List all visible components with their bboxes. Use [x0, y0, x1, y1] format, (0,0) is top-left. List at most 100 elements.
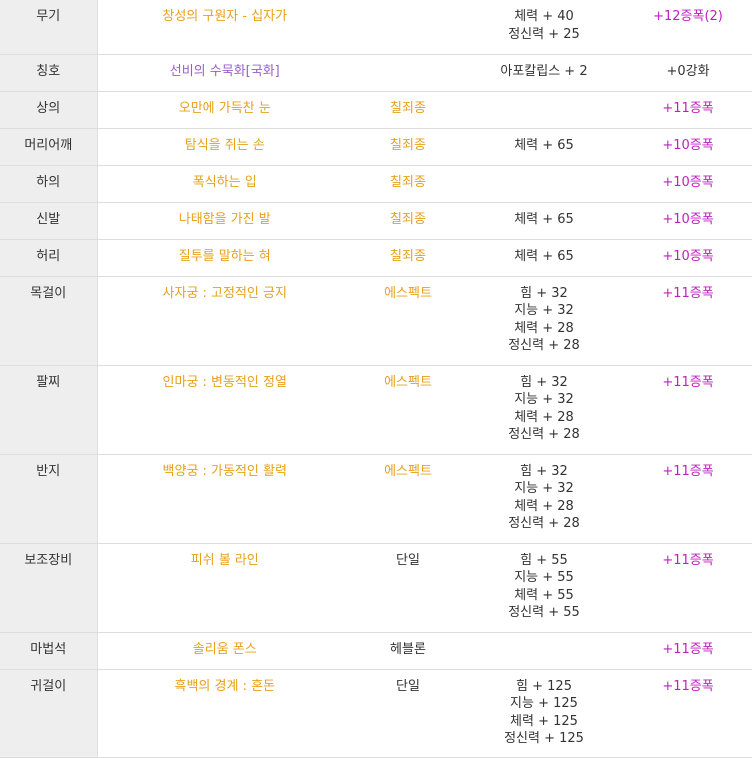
stat-line: 정신력 + 55	[508, 605, 580, 621]
stat-line: 정신력 + 28	[508, 427, 580, 443]
equipment-row: 칭호 선비의 수묵화[국화] 아포칼립스 + 2 +0강화	[0, 54, 752, 92]
item-name: 오만에 가득찬 눈	[97, 91, 352, 129]
item-set: 칠죄종	[352, 202, 464, 240]
item-name: 선비의 수묵화[국화]	[97, 54, 352, 92]
slot-label: 신발	[0, 202, 98, 240]
equipment-row: 신발 나태함을 가진 발 칠죄종 체력 + 65 +10증폭	[0, 202, 752, 240]
reinforce-level: +12증폭(2)	[624, 0, 752, 55]
item-stats: 힘 + 55 지능 + 55 체력 + 55 정신력 + 55	[464, 543, 624, 633]
slot-label: 하의	[0, 165, 98, 203]
item-set: 에스펙트	[352, 365, 464, 455]
stat-line: 힘 + 55	[520, 552, 568, 568]
stat-line: 지능 + 55	[514, 570, 574, 586]
item-set	[352, 0, 464, 55]
reinforce-level: +11증폭	[624, 454, 752, 544]
stat-line: 지능 + 32	[514, 481, 574, 497]
stat-line: 정신력 + 28	[508, 338, 580, 354]
stat-line: 지능 + 125	[510, 696, 578, 712]
stat-line: 정신력 + 125	[504, 731, 584, 747]
item-name: 백양궁 : 가동적인 활력	[97, 454, 352, 544]
equipment-row: 반지 백양궁 : 가동적인 활력 에스펙트 힘 + 32 지능 + 32 체력 + 28 정…	[0, 454, 752, 544]
slot-label: 무기	[0, 0, 98, 55]
item-stats: 힘 + 32 지능 + 32 체력 + 28 정신력 + 28	[464, 276, 624, 366]
reinforce-level: +10증폭	[624, 165, 752, 203]
item-name: 사자궁 : 고정적인 긍지	[97, 276, 352, 366]
reinforce-level: +11증폭	[624, 91, 752, 129]
reinforce-level: +10증폭	[624, 202, 752, 240]
item-stats	[464, 632, 624, 670]
item-set: 칠죄종	[352, 165, 464, 203]
stat-line: 힘 + 32	[520, 374, 568, 390]
slot-label: 칭호	[0, 54, 98, 92]
stat-line: 체력 + 65	[514, 137, 574, 153]
item-name: 피쉬 볼 라인	[97, 543, 352, 633]
stat-line: 체력 + 28	[514, 409, 574, 425]
item-stats: 체력 + 65	[464, 202, 624, 240]
item-set: 칠죄종	[352, 91, 464, 129]
equipment-row: 상의 오만에 가득찬 눈 칠죄종 +11증폭	[0, 91, 752, 129]
reinforce-level: +11증폭	[624, 632, 752, 670]
reinforce-level: +10증폭	[624, 128, 752, 166]
item-name: 탐식을 쥐는 손	[97, 128, 352, 166]
stat-line: 체력 + 40	[514, 9, 574, 24]
stat-line: 체력 + 55	[514, 587, 574, 603]
item-name: 인마궁 : 변동적인 정열	[97, 365, 352, 455]
stat-line: 아포칼립스 + 2	[500, 63, 588, 79]
item-set: 칠죄종	[352, 128, 464, 166]
equipment-row: 머리어깨 탐식을 쥐는 손 칠죄종 체력 + 65 +10증폭	[0, 128, 752, 166]
stat-line: 체력 + 125	[510, 713, 578, 729]
item-stats: 체력 + 40 정신력 + 25	[464, 0, 624, 55]
item-stats: 힘 + 32 지능 + 32 체력 + 28 정신력 + 28	[464, 454, 624, 544]
stat-line: 지능 + 32	[514, 392, 574, 408]
item-name: 창성의 구원자 - 십자가	[97, 0, 352, 55]
stat-line: 정신력 + 28	[508, 516, 580, 532]
equipment-row: 보조장비 피쉬 볼 라인 단일 힘 + 55 지능 + 55 체력 + 55 정신력 + 5…	[0, 543, 752, 633]
stat-line: 체력 + 28	[514, 498, 574, 514]
item-set	[352, 54, 464, 92]
item-set: 단일	[352, 543, 464, 633]
equipment-row: 팔찌 인마궁 : 변동적인 정열 에스펙트 힘 + 32 지능 + 32 체력 + 28 정…	[0, 365, 752, 455]
reinforce-level: +10증폭	[624, 239, 752, 277]
equipment-row: 하의 폭식하는 입 칠죄종 +10증폭	[0, 165, 752, 203]
stat-line: 체력 + 65	[514, 248, 574, 264]
slot-label: 허리	[0, 239, 98, 277]
item-set: 에스펙트	[352, 454, 464, 544]
stat-line: 힘 + 32	[520, 285, 568, 301]
item-stats	[464, 91, 624, 129]
item-name: 나태함을 가진 발	[97, 202, 352, 240]
slot-label: 귀걸이	[0, 669, 98, 758]
stat-line: 체력 + 65	[514, 211, 574, 227]
slot-label: 마법석	[0, 632, 98, 670]
item-stats	[464, 165, 624, 203]
reinforce-level: +11증폭	[624, 543, 752, 633]
item-set: 헤블론	[352, 632, 464, 670]
slot-label: 팔찌	[0, 365, 98, 455]
item-stats: 힘 + 125 지능 + 125 체력 + 125 정신력 + 125	[464, 669, 624, 758]
stat-line: 힘 + 32	[520, 463, 568, 479]
item-set: 칠죄종	[352, 239, 464, 277]
item-name: 흑백의 경계 : 혼돈	[97, 669, 352, 758]
item-set: 에스펙트	[352, 276, 464, 366]
item-set: 단일	[352, 669, 464, 758]
stat-line: 체력 + 28	[514, 320, 574, 336]
slot-label: 상의	[0, 91, 98, 129]
slot-label: 보조장비	[0, 543, 98, 633]
stat-line: 힘 + 125	[516, 678, 572, 694]
reinforce-level: +11증폭	[624, 276, 752, 366]
slot-label: 머리어깨	[0, 128, 98, 166]
equipment-row: 귀걸이 흑백의 경계 : 혼돈 단일 힘 + 125 지능 + 125 체력 + 125 정…	[0, 669, 752, 758]
reinforce-level: +11증폭	[624, 365, 752, 455]
item-stats: 체력 + 65	[464, 239, 624, 277]
item-stats: 아포칼립스 + 2	[464, 54, 624, 92]
equipment-row: 허리 질투를 말하는 혀 칠죄종 체력 + 65 +10증폭	[0, 239, 752, 277]
item-name: 솔리움 폰스	[97, 632, 352, 670]
item-name: 폭식하는 입	[97, 165, 352, 203]
slot-label: 목걸이	[0, 276, 98, 366]
reinforce-level: +0강화	[624, 54, 752, 92]
slot-label: 반지	[0, 454, 98, 544]
equipment-row: 마법석 솔리움 폰스 헤블론 +11증폭	[0, 632, 752, 670]
stat-line: 정신력 + 25	[508, 26, 580, 42]
equipment-row: 목걸이 사자궁 : 고정적인 긍지 에스펙트 힘 + 32 지능 + 32 체력 + 28…	[0, 276, 752, 366]
